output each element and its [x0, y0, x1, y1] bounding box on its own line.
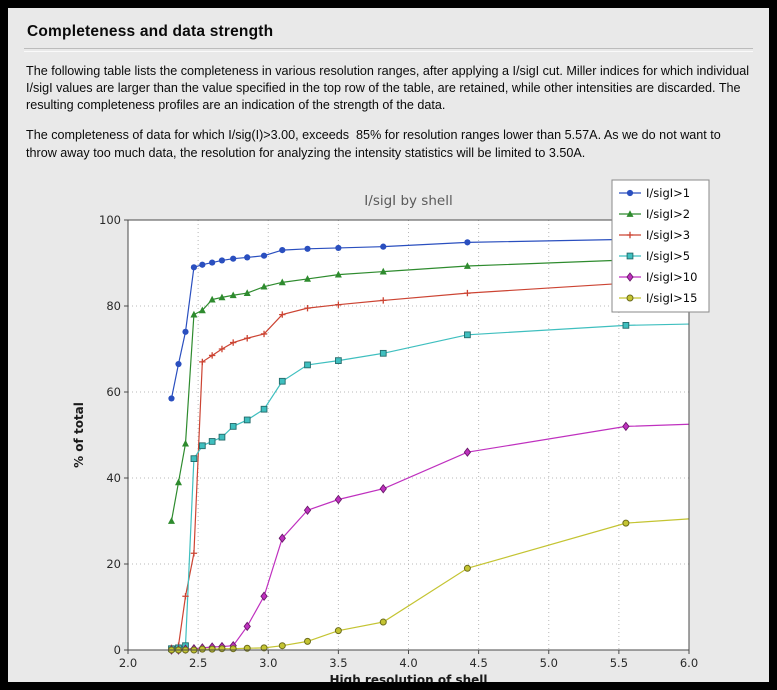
svg-text:4.0: 4.0: [399, 656, 417, 670]
title-separator: [24, 48, 753, 52]
svg-text:4.5: 4.5: [469, 656, 487, 670]
svg-text:2.0: 2.0: [119, 656, 137, 670]
chart-container: 2.0 2.5 3.0 3.5 4.0 4.5 5.0 5.5 6.0 0 20 40 60 80 100 I…: [68, 175, 753, 682]
svg-text:I/sigI>3: I/sigI>3: [646, 228, 690, 242]
svg-text:I/sigI>15: I/sigI>15: [646, 291, 697, 305]
content-panel: Completeness and data strength The follo…: [8, 8, 769, 682]
svg-text:5.5: 5.5: [610, 656, 628, 670]
svg-text:6.0: 6.0: [680, 656, 698, 670]
svg-text:I/sigI>10: I/sigI>10: [646, 270, 697, 284]
intro-paragraph: The following table lists the completene…: [26, 64, 753, 113]
svg-text:100: 100: [99, 213, 121, 227]
isigi-by-shell-chart: 2.0 2.5 3.0 3.5 4.0 4.5 5.0 5.5 6.0 0 20 40 60 80 100 I…: [72, 179, 710, 682]
svg-text:I/sigI by shell: I/sigI by shell: [364, 193, 452, 209]
svg-text:0: 0: [114, 643, 121, 657]
svg-text:20: 20: [106, 557, 121, 571]
summary-paragraph: The completeness of data for which I/sig…: [26, 128, 725, 160]
svg-text:3.0: 3.0: [259, 656, 277, 670]
svg-text:80: 80: [106, 299, 121, 313]
page-title: Completeness and data strength: [27, 23, 274, 40]
svg-text:High resolution of shell: High resolution of shell: [329, 673, 487, 682]
svg-text:2.5: 2.5: [189, 656, 207, 670]
svg-text:I/sigI>2: I/sigI>2: [646, 207, 690, 221]
svg-text:I/sigI>1: I/sigI>1: [646, 186, 690, 200]
svg-text:% of total: % of total: [72, 402, 86, 468]
svg-text:I/sigI>5: I/sigI>5: [646, 249, 690, 263]
svg-text:60: 60: [106, 385, 121, 399]
svg-text:3.5: 3.5: [329, 656, 347, 670]
svg-text:5.0: 5.0: [540, 656, 558, 670]
svg-text:40: 40: [106, 471, 121, 485]
